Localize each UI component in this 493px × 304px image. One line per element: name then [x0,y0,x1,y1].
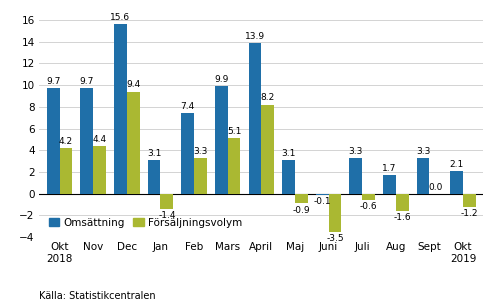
Text: -0.6: -0.6 [360,202,377,211]
Text: 3.3: 3.3 [416,147,430,156]
Bar [194,158,207,194]
Text: 15.6: 15.6 [110,13,131,22]
Bar [47,88,60,194]
Text: -1.2: -1.2 [460,209,478,218]
Bar [80,88,93,194]
Legend: Omsättning, Försäljningsvolym: Omsättning, Försäljningsvolym [45,214,246,232]
Text: 4.2: 4.2 [59,137,73,146]
Bar [295,194,308,203]
Text: -0.1: -0.1 [314,197,331,206]
Bar [383,175,396,194]
Text: 9.7: 9.7 [80,77,94,86]
Text: 4.4: 4.4 [93,135,106,144]
Text: -3.5: -3.5 [326,234,344,243]
Text: -1.6: -1.6 [393,213,411,222]
Text: 3.1: 3.1 [282,149,296,158]
Bar [450,171,463,194]
Bar [148,160,160,194]
Bar [396,194,409,211]
Bar [114,24,127,194]
Bar [282,160,295,194]
Text: 9.9: 9.9 [214,75,228,84]
Bar [160,194,173,209]
Bar [350,158,362,194]
Text: 9.4: 9.4 [126,81,141,89]
Text: 3.3: 3.3 [349,147,363,156]
Text: 7.4: 7.4 [180,102,195,111]
Bar [248,43,261,194]
Bar [463,194,476,207]
Text: 8.2: 8.2 [261,94,275,102]
Text: -1.4: -1.4 [158,211,176,220]
Bar [181,113,194,194]
Bar [215,86,228,194]
Bar [228,138,241,194]
Bar [316,194,328,195]
Text: 1.7: 1.7 [382,164,396,173]
Bar [328,194,341,232]
Text: Källa: Statistikcentralen: Källa: Statistikcentralen [39,291,156,301]
Text: -0.9: -0.9 [292,206,310,215]
Bar [362,194,375,200]
Text: 0.0: 0.0 [428,182,443,192]
Text: 2.1: 2.1 [450,160,464,169]
Text: 3.1: 3.1 [147,149,161,158]
Bar [127,92,140,194]
Text: 3.3: 3.3 [193,147,208,156]
Bar [60,148,72,194]
Text: 13.9: 13.9 [245,32,265,41]
Bar [417,158,429,194]
Bar [261,105,274,194]
Text: 9.7: 9.7 [46,77,61,86]
Bar [93,146,106,194]
Text: 5.1: 5.1 [227,127,241,136]
